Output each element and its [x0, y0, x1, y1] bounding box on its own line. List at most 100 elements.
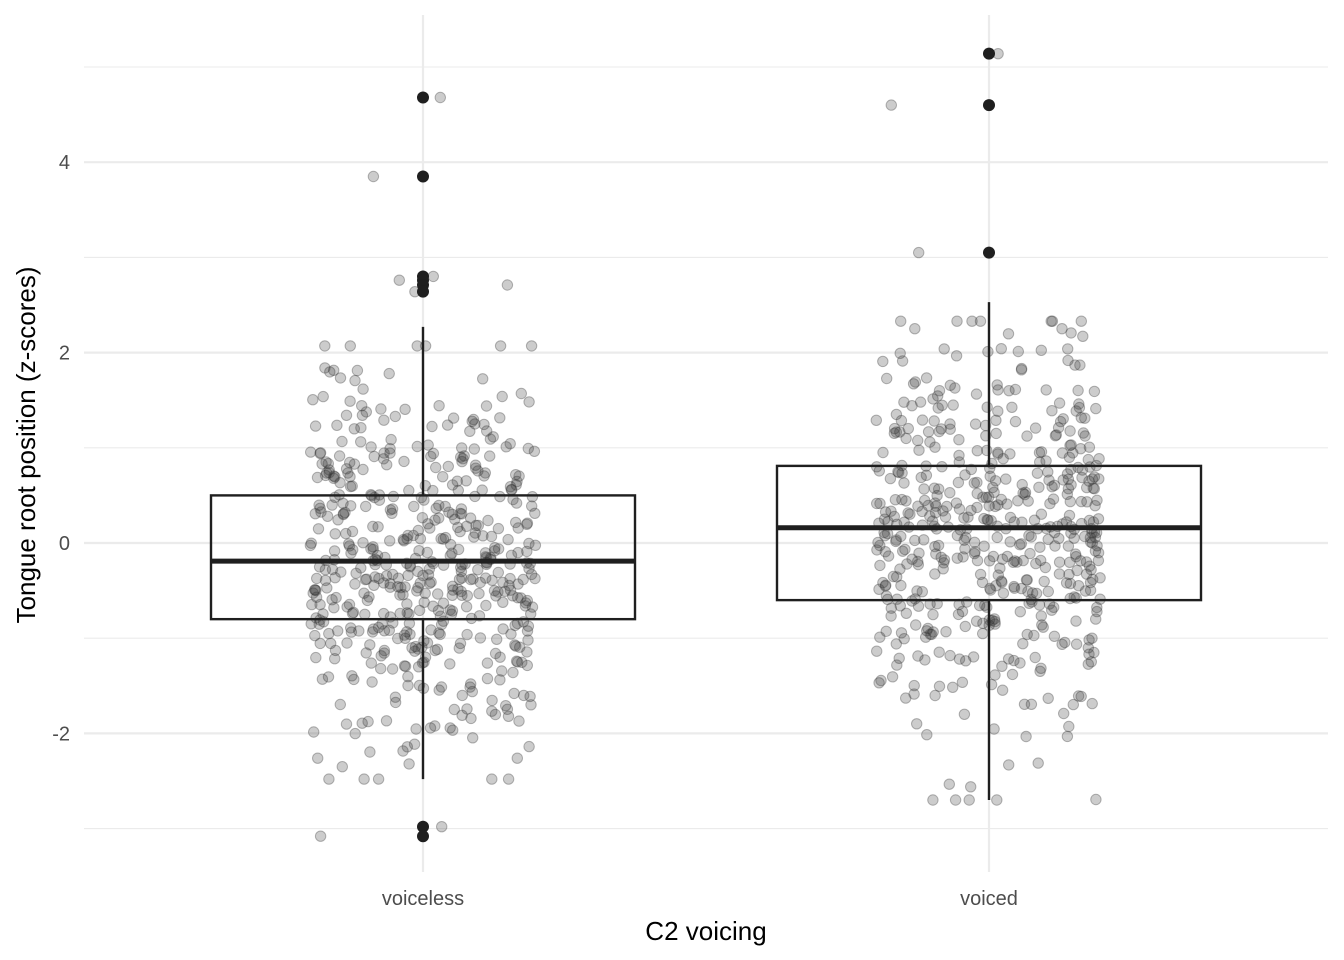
box-iqr [775, 464, 1203, 602]
jitter-point [878, 513, 891, 525]
jitter-point [492, 543, 505, 555]
jitter-point [988, 723, 1000, 735]
jitter-point [983, 555, 996, 567]
jitter-point [323, 467, 335, 479]
jitter-point [929, 540, 941, 553]
jitter-point [323, 627, 335, 640]
jitter-point [322, 671, 335, 683]
jitter-point [321, 467, 333, 479]
jitter-point [427, 600, 439, 612]
jitter-point [1086, 632, 1098, 644]
jitter-point [988, 486, 1000, 498]
jitter-point [456, 572, 468, 584]
jitter-point [981, 401, 993, 413]
jitter-point [927, 626, 939, 638]
jitter-point [510, 479, 522, 491]
jitter-point [343, 540, 356, 552]
jitter-point [508, 687, 520, 700]
jitter-point [512, 522, 524, 534]
jitter-point [1093, 453, 1105, 465]
jitter-point [916, 505, 928, 518]
jitter-point [363, 591, 375, 603]
x-axis-title: C2 voicing [645, 916, 766, 946]
jitter-point [989, 500, 1001, 513]
jitter-point [345, 500, 357, 512]
jitter-point [1035, 446, 1048, 458]
jitter-point [378, 625, 391, 637]
jitter-point [976, 576, 989, 589]
jitter-point [1072, 580, 1085, 592]
jitter-point [312, 523, 325, 535]
jitter-point [319, 469, 332, 482]
jitter-point [518, 689, 530, 702]
jitter-point [958, 512, 970, 524]
jitter-point [918, 483, 930, 495]
jitter-point [449, 513, 461, 525]
jitter-point [482, 514, 494, 527]
jitter-point [924, 510, 936, 522]
jitter-point [384, 578, 396, 590]
jitter-point [311, 572, 323, 585]
jitter-point [930, 548, 942, 560]
jitter-point [922, 499, 934, 512]
jitter-point [871, 544, 883, 556]
jitter-point [357, 537, 369, 549]
jitter-point [402, 670, 414, 683]
jitter-point [996, 660, 1008, 672]
jitter-point [1039, 561, 1052, 574]
jitter-point [1029, 422, 1042, 434]
jitter-point [873, 583, 885, 595]
jitter-point [437, 615, 450, 627]
jitter-point [1009, 383, 1022, 396]
jitter-point [404, 628, 416, 640]
jitter-point [515, 592, 527, 604]
jitter-point [947, 399, 959, 411]
jitter-point [916, 586, 928, 598]
jitter-point [435, 681, 448, 693]
jitter-point [453, 573, 466, 585]
jitter-point [1086, 473, 1099, 485]
jitter-point [408, 738, 421, 750]
jitter-point [953, 434, 965, 446]
jitter-point [365, 543, 377, 555]
jitter-point [916, 414, 929, 426]
jitter-point [356, 409, 369, 421]
jitter-point [432, 604, 445, 617]
jitter-point [1079, 430, 1091, 442]
jitter-point [529, 539, 542, 551]
jitter-point [1030, 587, 1043, 600]
jitter-point [472, 465, 484, 477]
jitter-point [1061, 730, 1074, 743]
jitter-point [474, 632, 487, 644]
jitter-point [921, 625, 933, 637]
jitter-point [1083, 648, 1095, 660]
jitter-point [494, 340, 507, 352]
jitter-point [319, 574, 332, 587]
jitter-point [314, 598, 326, 611]
jitter-point [406, 642, 418, 654]
jitter-point [368, 491, 381, 504]
jitter-point [427, 447, 440, 460]
jitter-point [971, 501, 983, 514]
jitter-point [981, 601, 993, 613]
jitter-point [384, 535, 396, 547]
jitter-point [900, 607, 912, 619]
jitter-point [468, 443, 480, 455]
jitter-point [523, 396, 535, 408]
jitter-point [927, 393, 939, 405]
jitter-point [309, 584, 321, 596]
jitter-point [914, 396, 927, 408]
jitter-point [402, 679, 414, 692]
jitter-point [977, 491, 989, 503]
jitter-point [1094, 572, 1106, 584]
jitter-point [358, 587, 370, 599]
jitter-point [464, 512, 477, 524]
jitter-point [897, 545, 909, 557]
jitter-point [526, 500, 538, 512]
jitter-point [873, 465, 885, 477]
jitter-point [381, 459, 393, 471]
jitter-point [899, 543, 911, 556]
jitter-point [399, 581, 411, 593]
jitter-point [896, 355, 909, 367]
jitter-point [1040, 384, 1052, 396]
